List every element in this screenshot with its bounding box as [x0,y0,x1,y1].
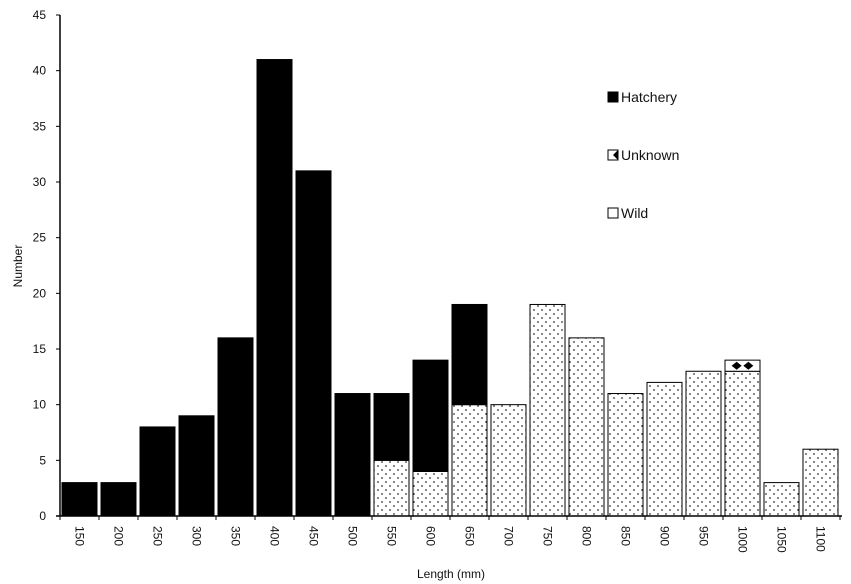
legend-swatch-wild [607,207,619,219]
x-tick-label: 600 [424,526,438,546]
x-axis-title: Length (mm) [417,567,485,581]
y-ticks-layer: 0 5 10 15 20 25 30 35 40 45 [33,8,60,523]
x-tick-label: 1000 [736,526,750,553]
unknown-marker [743,361,754,370]
x-tick-label: 900 [658,526,672,546]
x-tick-label: 800 [580,526,594,546]
y-tick-label: 15 [33,342,47,356]
x-tick-label: 450 [307,526,321,546]
x-tick-label: 650 [463,526,477,546]
bar-wild [724,370,761,517]
bar-hatchery [178,415,215,517]
bar-unknown [724,359,761,372]
y-tick-label: 35 [33,119,47,133]
x-tick-label: 300 [190,526,204,546]
y-tick-label: 5 [39,453,46,467]
x-tick-label: 200 [112,526,126,546]
x-tick-label: 1050 [775,526,789,553]
x-tick-label: 750 [541,526,555,546]
unknown-marker [731,361,742,370]
legend-label-hatchery: Hatchery [621,89,677,105]
bar-wild [646,381,683,517]
x-tick-label: 150 [73,526,87,546]
x-tick-label: 850 [619,526,633,546]
legend-label-wild: Wild [621,205,648,221]
x-tick-label: 1100 [814,526,828,552]
x-tick-label: 950 [697,526,711,546]
bar-wild [802,448,839,517]
bar-wild [763,482,800,517]
y-tick-label: 10 [33,398,47,412]
x-tick-label: 550 [385,526,399,546]
bar-wild [412,470,449,517]
bar-wild [685,370,722,517]
bars-layer [61,59,839,517]
bar-hatchery [451,303,488,406]
bar-wild [373,459,410,517]
x-tick-label: 350 [229,526,243,546]
bar-wild [529,303,566,517]
bar-hatchery [139,426,176,517]
bar-wild [607,393,644,517]
bar-wild [568,337,605,517]
y-tick-label: 0 [39,509,46,523]
bar-hatchery [256,59,293,517]
legend: Hatchery Unknown Wild [607,89,679,221]
y-tick-label: 45 [33,8,47,22]
bar-hatchery [412,359,449,472]
legend-swatch-mark [613,150,618,160]
legend-label-unknown: Unknown [621,147,679,163]
x-ticks-layer: 150 200 250 300 350 400 450 500 550 600 650 700 750 8… [59,516,841,553]
y-tick-label: 30 [33,175,47,189]
x-tick-label: 400 [268,526,282,546]
x-tick-label: 250 [151,526,165,546]
bar-hatchery [100,482,137,517]
bar-hatchery [295,170,332,517]
y-axis-title: Number [11,245,25,288]
bar-wild [451,404,488,517]
y-tick-label: 40 [33,64,47,78]
bar-wild [490,404,527,517]
bar-hatchery [217,337,254,517]
y-tick-label: 25 [33,231,47,245]
y-tick-label: 20 [33,286,47,300]
x-tick-label: 500 [346,526,360,546]
bar-hatchery [373,393,410,461]
bar-hatchery [334,393,371,517]
x-tick-label: 700 [502,526,516,546]
legend-swatch-hatchery [607,91,619,103]
bar-hatchery [61,482,98,517]
